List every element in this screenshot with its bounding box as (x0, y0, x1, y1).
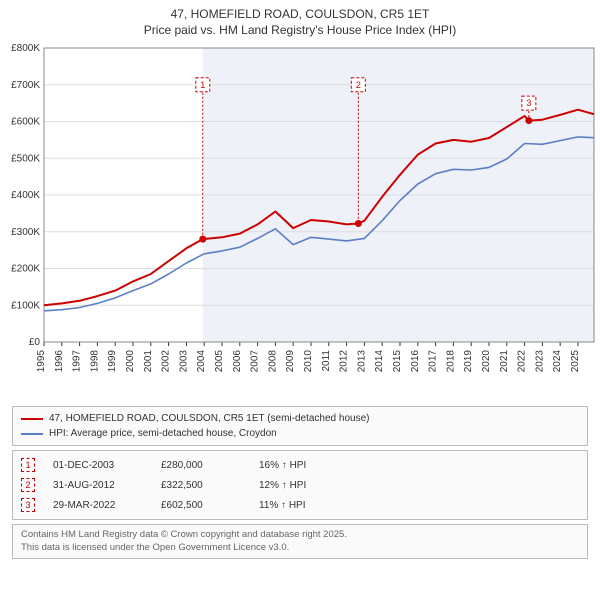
svg-text:£0: £0 (29, 337, 41, 348)
legend-swatch (21, 433, 43, 435)
legend-label: 47, HOMEFIELD ROAD, COULSDON, CR5 1ET (s… (49, 411, 369, 426)
transaction-date: 29-MAR-2022 (53, 500, 143, 511)
legend-swatch (21, 418, 43, 420)
svg-text:2006: 2006 (232, 350, 243, 373)
svg-text:2005: 2005 (214, 350, 225, 373)
svg-text:2018: 2018 (445, 350, 456, 373)
transaction-date: 31-AUG-2012 (53, 480, 143, 491)
svg-text:2021: 2021 (499, 350, 510, 373)
transaction-price: £322,500 (161, 480, 241, 491)
legend: 47, HOMEFIELD ROAD, COULSDON, CR5 1ET (s… (12, 406, 588, 446)
svg-text:2010: 2010 (303, 350, 314, 373)
svg-text:2003: 2003 (178, 350, 189, 373)
svg-text:2000: 2000 (125, 350, 136, 373)
svg-text:2016: 2016 (410, 350, 421, 373)
legend-row: 47, HOMEFIELD ROAD, COULSDON, CR5 1ET (s… (21, 411, 579, 426)
transaction-price: £602,500 (161, 500, 241, 511)
svg-text:1995: 1995 (36, 350, 47, 373)
chart-area: £0 £100K £200K £300K £400K £500K £600K £700K £80… (0, 42, 600, 402)
transaction-pct: 16% ↑ HPI (259, 460, 339, 471)
svg-text:£100K: £100K (11, 301, 40, 312)
transaction-pct: 11% ↑ HPI (259, 500, 339, 511)
svg-text:£700K: £700K (11, 80, 40, 91)
svg-text:£400K: £400K (11, 190, 40, 201)
legend-label: HPI: Average price, semi-detached house,… (49, 426, 277, 441)
svg-text:£800K: £800K (11, 43, 40, 54)
svg-text:2013: 2013 (356, 350, 367, 373)
svg-text:1: 1 (200, 80, 205, 90)
transactions-table: 1 01-DEC-2003 £280,000 16% ↑ HPI 2 31-AUG-201… (12, 450, 588, 520)
transaction-row: 2 31-AUG-2012 £322,500 12% ↑ HPI (21, 475, 579, 495)
svg-text:2012: 2012 (339, 350, 350, 373)
attribution-footer: Contains HM Land Registry data © Crown c… (12, 524, 588, 559)
footer-line-1: Contains HM Land Registry data © Crown c… (21, 529, 579, 541)
svg-text:2007: 2007 (250, 350, 261, 373)
transaction-row: 3 29-MAR-2022 £602,500 11% ↑ HPI (21, 495, 579, 515)
svg-text:2015: 2015 (392, 350, 403, 373)
svg-text:2008: 2008 (267, 350, 278, 373)
transaction-price: £280,000 (161, 460, 241, 471)
svg-text:1997: 1997 (72, 350, 83, 373)
svg-text:2024: 2024 (552, 350, 563, 373)
transaction-marker: 3 (21, 498, 35, 512)
svg-text:2023: 2023 (534, 350, 545, 373)
svg-text:2014: 2014 (374, 350, 385, 373)
transaction-date: 01-DEC-2003 (53, 460, 143, 471)
svg-text:£300K: £300K (11, 227, 40, 238)
svg-text:2020: 2020 (481, 350, 492, 373)
transaction-marker: 1 (21, 458, 35, 472)
svg-text:3: 3 (526, 99, 531, 109)
svg-text:£600K: £600K (11, 117, 40, 128)
svg-text:2017: 2017 (428, 350, 439, 373)
footer-line-2: This data is licensed under the Open Gov… (21, 542, 579, 554)
chart-title-block: 47, HOMEFIELD ROAD, COULSDON, CR5 1ET Pr… (0, 0, 600, 42)
svg-text:2009: 2009 (285, 350, 296, 373)
svg-text:1998: 1998 (89, 350, 100, 373)
svg-text:2025: 2025 (570, 350, 581, 373)
transaction-row: 1 01-DEC-2003 £280,000 16% ↑ HPI (21, 455, 579, 475)
svg-text:2004: 2004 (196, 350, 207, 373)
title-line-1: 47, HOMEFIELD ROAD, COULSDON, CR5 1ET (0, 6, 600, 22)
title-line-2: Price paid vs. HM Land Registry's House … (0, 22, 600, 38)
svg-text:2: 2 (356, 80, 361, 90)
svg-text:£500K: £500K (11, 154, 40, 165)
svg-text:£200K: £200K (11, 264, 40, 275)
svg-text:2011: 2011 (321, 350, 332, 372)
chart-svg: £0 £100K £200K £300K £400K £500K £600K £700K £80… (0, 42, 600, 402)
transaction-pct: 12% ↑ HPI (259, 480, 339, 491)
svg-text:2002: 2002 (161, 350, 172, 373)
svg-text:2022: 2022 (517, 350, 528, 373)
svg-text:2001: 2001 (143, 350, 154, 373)
svg-text:1999: 1999 (107, 350, 118, 373)
svg-text:2019: 2019 (463, 350, 474, 373)
transaction-marker: 2 (21, 478, 35, 492)
legend-row: HPI: Average price, semi-detached house,… (21, 426, 579, 441)
svg-text:1996: 1996 (54, 350, 65, 373)
